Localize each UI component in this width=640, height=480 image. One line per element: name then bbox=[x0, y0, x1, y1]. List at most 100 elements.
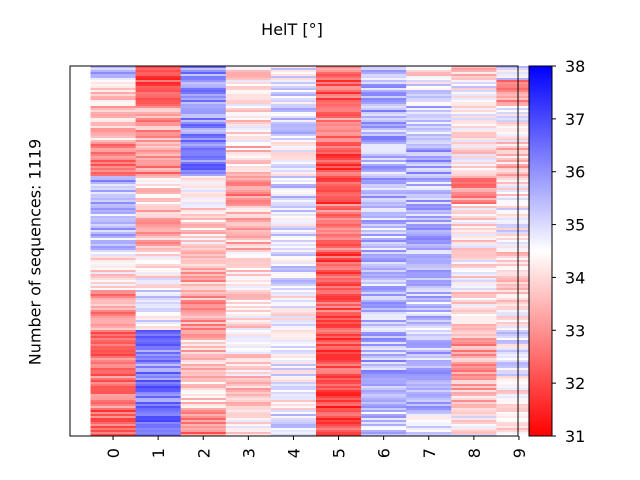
heatmap-cell bbox=[90, 160, 136, 163]
heatmap-cell bbox=[316, 330, 362, 333]
heatmap-cell bbox=[135, 354, 182, 357]
heatmap-cell bbox=[361, 366, 407, 369]
heatmap-cell bbox=[316, 232, 362, 235]
heatmap-cell bbox=[135, 400, 182, 403]
heatmap-cell bbox=[361, 78, 407, 81]
heatmap-cell bbox=[90, 166, 136, 169]
heatmap-cell bbox=[180, 396, 227, 399]
heatmap-cell bbox=[270, 202, 317, 205]
heatmap-cell bbox=[180, 128, 227, 131]
heatmap-cell bbox=[316, 410, 362, 413]
colorbar-tick-label: 36 bbox=[565, 163, 585, 182]
heatmap-cell bbox=[406, 180, 452, 183]
heatmap-cell bbox=[180, 134, 227, 137]
heatmap-cell bbox=[270, 418, 317, 421]
heatmap-cell bbox=[406, 304, 452, 307]
heatmap-cell bbox=[451, 186, 497, 189]
heatmap-cell bbox=[406, 422, 452, 425]
heatmap-cell bbox=[406, 146, 452, 149]
heatmap-cell bbox=[90, 300, 136, 303]
heatmap-cell bbox=[406, 114, 452, 117]
heatmap-cell bbox=[225, 264, 272, 267]
heatmap-cell bbox=[496, 144, 542, 147]
heatmap-cell bbox=[451, 156, 497, 159]
heatmap-cell bbox=[361, 290, 407, 293]
heatmap-cell bbox=[361, 232, 407, 235]
heatmap-cell bbox=[406, 204, 452, 207]
heatmap-cell bbox=[451, 108, 497, 111]
heatmap-cell bbox=[225, 304, 272, 307]
heatmap-cell bbox=[496, 260, 542, 263]
heatmap-cell bbox=[225, 432, 272, 435]
heatmap-cell bbox=[180, 338, 227, 341]
heatmap-cell bbox=[270, 320, 317, 323]
heatmap-cell bbox=[180, 356, 227, 359]
heatmap-cell bbox=[316, 170, 362, 173]
heatmap-cell bbox=[316, 182, 362, 185]
heatmap-cell bbox=[406, 300, 452, 303]
heatmap-cell bbox=[180, 352, 227, 355]
colorbar-tick-label: 31 bbox=[565, 427, 585, 446]
heatmap-cell bbox=[135, 394, 182, 397]
heatmap-cell bbox=[90, 260, 136, 263]
heatmap-cell bbox=[496, 258, 542, 261]
heatmap-cell bbox=[496, 174, 542, 177]
heatmap-cell bbox=[90, 262, 136, 265]
heatmap-cell bbox=[270, 408, 317, 411]
heatmap-cell bbox=[496, 178, 542, 181]
heatmap-cell bbox=[270, 180, 317, 183]
heatmap-cell bbox=[316, 406, 362, 409]
heatmap-cell bbox=[90, 370, 136, 373]
heatmap-cell bbox=[406, 84, 452, 87]
heatmap-cell bbox=[361, 106, 407, 109]
heatmap-cell bbox=[316, 196, 362, 199]
heatmap-cell bbox=[406, 200, 452, 203]
heatmap-cell bbox=[496, 282, 542, 285]
heatmap-cell bbox=[451, 422, 497, 425]
heatmap-cell bbox=[316, 224, 362, 227]
heatmap-cell bbox=[225, 114, 272, 117]
heatmap-cell bbox=[361, 152, 407, 155]
heatmap-cell bbox=[225, 332, 272, 335]
heatmap-cell bbox=[451, 406, 497, 409]
heatmap-cell bbox=[361, 222, 407, 225]
heatmap-cell bbox=[225, 266, 272, 269]
heatmap-cell bbox=[496, 420, 542, 423]
heatmap-cell bbox=[406, 252, 452, 255]
heatmap-cell bbox=[316, 398, 362, 401]
heatmap-cell bbox=[406, 192, 452, 195]
heatmap-cell bbox=[135, 434, 182, 437]
heatmap-cell bbox=[135, 236, 182, 239]
heatmap-cell bbox=[135, 372, 182, 375]
heatmap-cell bbox=[361, 128, 407, 131]
heatmap-cell bbox=[225, 104, 272, 107]
heatmap-cell bbox=[270, 254, 317, 257]
heatmap-cell bbox=[135, 154, 182, 157]
heatmap-cell bbox=[451, 302, 497, 305]
heatmap-cell bbox=[451, 194, 497, 197]
heatmap-cell bbox=[90, 182, 136, 185]
heatmap-cell bbox=[90, 176, 136, 179]
heatmap-cell bbox=[451, 130, 497, 133]
heatmap-cell bbox=[406, 162, 452, 165]
heatmap-cell bbox=[180, 362, 227, 365]
heatmap-cell bbox=[180, 186, 227, 189]
heatmap-cell bbox=[135, 144, 182, 147]
heatmap-cell bbox=[406, 312, 452, 315]
heatmap-cell bbox=[135, 390, 182, 393]
heatmap-cell bbox=[361, 174, 407, 177]
heatmap-cell bbox=[90, 348, 136, 351]
heatmap-cell bbox=[90, 100, 136, 103]
heatmap-cell bbox=[180, 154, 227, 157]
heatmap-cell bbox=[496, 134, 542, 137]
heatmap-cell bbox=[180, 242, 227, 245]
heatmap-cell bbox=[270, 216, 317, 219]
heatmap-cell bbox=[496, 312, 542, 315]
heatmap-cell bbox=[90, 402, 136, 405]
heatmap-cell bbox=[406, 414, 452, 417]
heatmap-cell bbox=[180, 208, 227, 211]
heatmap-cell bbox=[225, 356, 272, 359]
heatmap-cell bbox=[225, 68, 272, 71]
heatmap-cell bbox=[90, 240, 136, 243]
heatmap-cell bbox=[180, 340, 227, 343]
